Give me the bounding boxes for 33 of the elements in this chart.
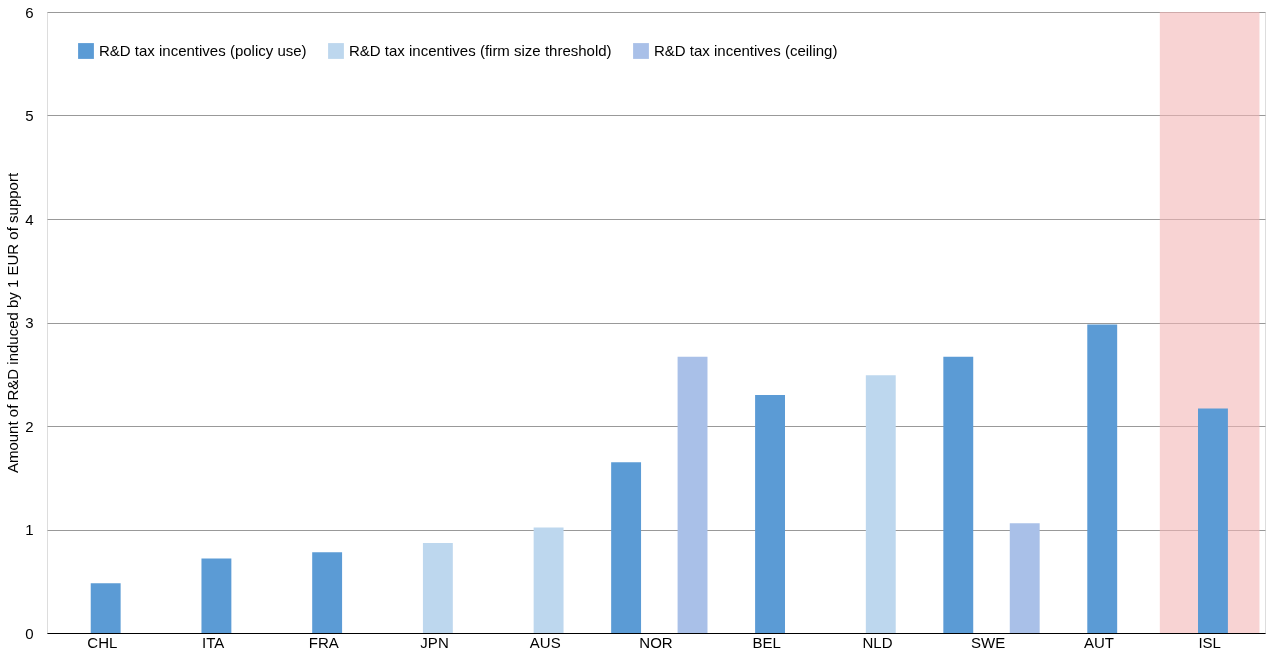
bar: [90, 583, 121, 633]
x-tick-label: NOR: [639, 633, 673, 651]
bar: [312, 552, 343, 633]
y-tick-label: 4: [25, 210, 34, 228]
legend-label: R&D tax incentives (ceiling): [654, 42, 838, 59]
y-axis-title: Amount of R&D induced by 1 EUR of support: [4, 172, 22, 474]
y-tick-label: 1: [25, 521, 34, 538]
y-tick-label: 5: [25, 107, 34, 124]
bar: [1198, 408, 1228, 633]
bar: [677, 356, 708, 633]
x-tick-label: AUT: [1083, 633, 1114, 651]
legend-label: R&D tax incentives (firm size threshold): [349, 42, 612, 59]
x-tick-label: NLD: [862, 633, 893, 651]
x-tick-label: SWE: [971, 633, 1006, 651]
bar: [755, 394, 785, 633]
x-tick-label: ISL: [1198, 633, 1221, 651]
x-tick-label: JPN: [420, 633, 449, 651]
x-tick-label: BEL: [752, 633, 781, 651]
legend-label: R&D tax incentives (policy use): [99, 42, 307, 59]
y-tick-label: 0: [25, 624, 34, 642]
bar: [1087, 324, 1118, 633]
bar: [1009, 523, 1040, 633]
y-tick-label: 2: [25, 417, 34, 435]
x-tick-label: AUS: [529, 633, 561, 651]
bar: [533, 527, 564, 633]
bar: [865, 375, 896, 633]
bar: [422, 542, 453, 633]
y-tick-label: 3: [25, 314, 34, 331]
y-tick-label: 6: [25, 3, 34, 21]
x-tick-label: ITA: [201, 633, 225, 651]
x-tick-label: FRA: [308, 633, 339, 651]
x-tick-label: CHL: [87, 633, 118, 651]
bar: [201, 558, 232, 633]
